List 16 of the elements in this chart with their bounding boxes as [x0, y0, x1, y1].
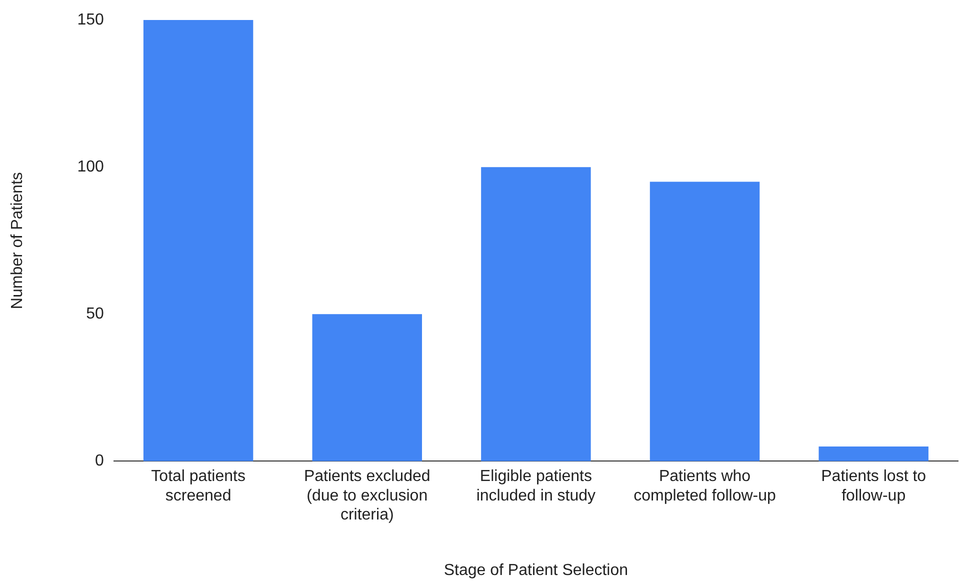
y-tick-label: 150: [77, 11, 104, 28]
bar: [481, 167, 591, 462]
bar: [143, 20, 254, 462]
x-tick-label: Patients excluded (due to exclusion criteria): [304, 468, 430, 524]
y-tick-label: 0: [94, 452, 104, 470]
y-tick-label: 100: [77, 158, 104, 176]
x-tick-label: Patients who completed follow-up: [634, 468, 776, 504]
bar: [650, 182, 760, 462]
x-tick-label: Total patients screened: [151, 468, 246, 504]
bar: [818, 446, 928, 462]
y-axis-title: Number of Patients: [9, 172, 26, 310]
bar: [312, 314, 422, 462]
x-tick-label: Patients lost to follow-up: [821, 468, 926, 504]
x-tick-label: Eligible patients included in study: [476, 468, 596, 504]
x-axis-title: Stage of Patient Selection: [444, 562, 628, 579]
y-tick-label: 50: [86, 306, 104, 323]
